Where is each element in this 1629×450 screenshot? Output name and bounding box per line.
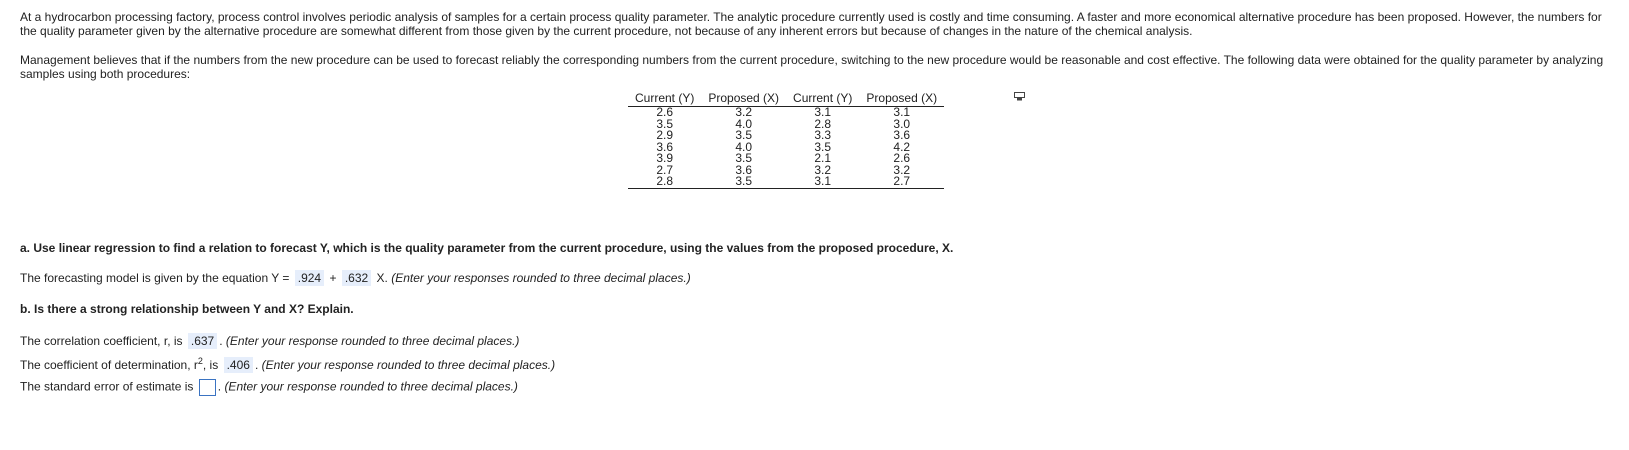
table-cell: 3.5: [701, 175, 787, 189]
table-cell: 3.5: [735, 151, 753, 165]
intro-paragraph-2: Management believes that if the numbers …: [20, 53, 1604, 81]
standard-error-line: The standard error of estimate is . (Ent…: [20, 379, 518, 396]
data-table-container: Current (Y) Proposed (X) Current (Y) Pro…: [628, 91, 945, 189]
table-cell: 4.0: [735, 139, 753, 154]
table-cell: 3.5: [735, 128, 753, 142]
table-row: 3.9 3.5 2.1 2.6: [628, 151, 944, 165]
standard-error-hint: (Enter your response rounded to three de…: [224, 379, 518, 394]
header-proposed-x-2: Proposed (X): [859, 91, 945, 107]
standard-error-prefix: The standard error of estimate is: [20, 379, 194, 394]
table-row: 2.6 3.2 3.1 3.1: [628, 105, 944, 119]
part-a-hint: (Enter your responses rounded to three d…: [391, 271, 691, 285]
table-row: 3.6 4.0 3.5 4.2: [628, 139, 944, 154]
table-cell: 3.2: [893, 162, 911, 177]
table-cell: 2.6: [893, 151, 911, 165]
equation-prefix: The forecasting model is given by the eq…: [20, 271, 290, 285]
copy-table-icon[interactable]: [1014, 90, 1025, 101]
determination-superscript: 2: [197, 356, 203, 366]
table-cell: 4.0: [735, 116, 753, 131]
table-cell: 3.5: [656, 116, 674, 131]
table-cell: 4.2: [893, 139, 911, 154]
determination-line: The coefficient of determination, r2, is…: [20, 356, 556, 373]
part-b-question: b. Is there a strong relationship betwee…: [20, 302, 354, 316]
header-current-y-2: Current (Y): [786, 91, 860, 107]
table-row: 2.7 3.6 3.2 3.2: [628, 162, 944, 177]
table-cell: 2.8: [628, 175, 702, 189]
standard-error-input[interactable]: [198, 379, 216, 396]
table-cell: 3.0: [893, 116, 911, 131]
table-cell: 2.9: [656, 128, 674, 142]
header-proposed-x-1: Proposed (X): [701, 91, 787, 107]
table-row: 2.9 3.5 3.3 3.6: [628, 128, 944, 142]
table-header-row: Current (Y) Proposed (X) Current (Y) Pro…: [628, 91, 945, 107]
determination-is: , is: [202, 358, 219, 372]
header-current-y-1: Current (Y): [628, 91, 702, 107]
question-text: At a hydrocarbon processing factory, pro…: [20, 10, 1615, 81]
data-table: Current (Y) Proposed (X) Current (Y) Pro…: [628, 91, 945, 189]
slope-answer[interactable]: .632: [341, 270, 372, 286]
table-cell: 3.1: [814, 105, 832, 119]
table-cell: 3.5: [814, 139, 832, 154]
part-a-equation-line: The forecasting model is given by the eq…: [20, 270, 691, 286]
correlation-hint: (Enter your response rounded to three de…: [225, 334, 520, 348]
plus-sign: +: [329, 271, 337, 285]
determination-prefix: The coefficient of determination, r: [20, 358, 198, 372]
table-cell: 3.3: [814, 128, 832, 142]
table-cell: 3.1: [893, 105, 911, 119]
intro-paragraph-1: At a hydrocarbon processing factory, pro…: [20, 10, 1602, 38]
intercept-answer[interactable]: .924: [294, 270, 325, 286]
table-cell: 3.2: [735, 105, 753, 119]
table-cell: 3.6: [656, 139, 674, 154]
table-row: 3.5 4.0 2.8 3.0: [628, 116, 944, 131]
correlation-prefix: The correlation coefficient, r, is: [20, 334, 183, 348]
equation-suffix: X.: [376, 271, 388, 285]
table-row: 2.8 3.5 3.1 2.7: [628, 175, 945, 189]
determination-answer[interactable]: .406: [223, 357, 253, 373]
table-cell: 3.6: [735, 162, 753, 177]
table-cell: 2.7: [859, 175, 945, 189]
table-cell: 2.6: [656, 105, 674, 119]
table-cell: 3.6: [893, 128, 911, 142]
table-cell: 3.2: [814, 162, 832, 177]
table-cell: 3.9: [656, 151, 674, 165]
table-cell: 3.1: [786, 175, 860, 189]
determination-hint: (Enter your response rounded to three de…: [261, 358, 556, 372]
part-a-question: a. Use linear regression to find a relat…: [20, 241, 954, 255]
table-cell: 2.8: [814, 116, 832, 131]
table-cell: 2.1: [814, 151, 832, 165]
correlation-answer[interactable]: .637: [187, 333, 218, 349]
table-cell: 2.7: [656, 162, 674, 177]
correlation-line: The correlation coefficient, r, is .637.…: [20, 333, 520, 349]
